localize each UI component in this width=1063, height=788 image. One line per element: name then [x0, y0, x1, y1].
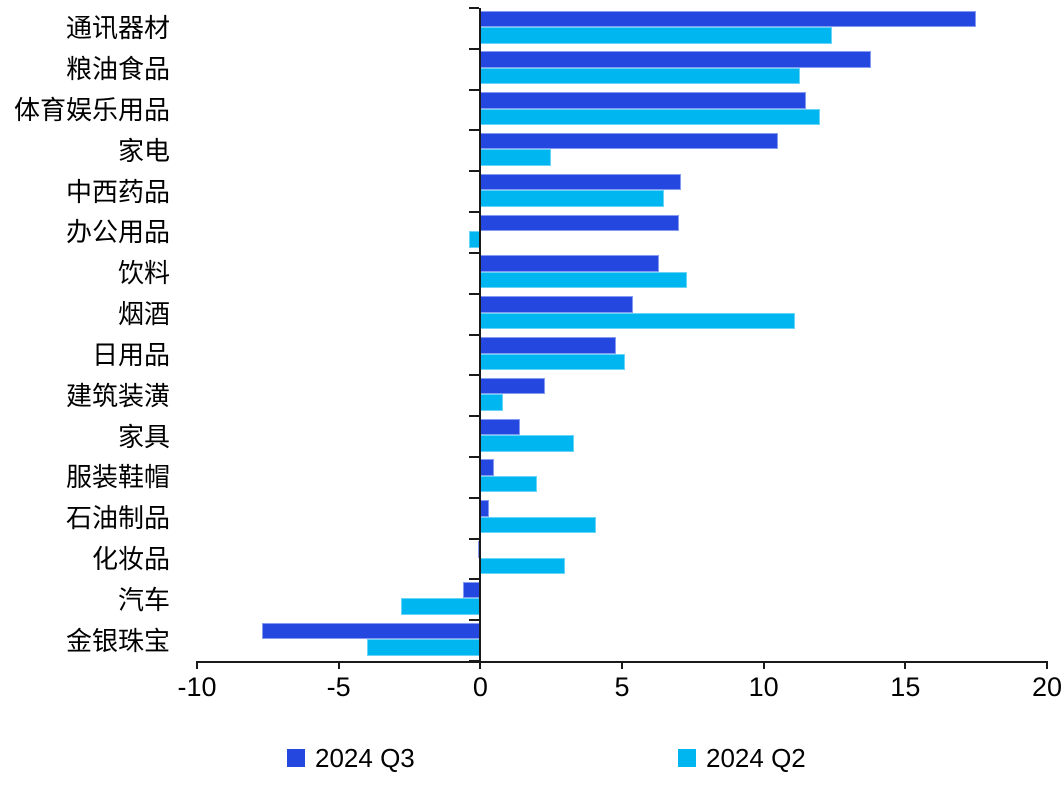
bar-q3-1	[480, 51, 872, 68]
bar-q2-7	[480, 312, 795, 330]
y-axis-line	[479, 8, 482, 661]
y-axis-tick	[469, 578, 480, 581]
bar-q2-1	[480, 67, 801, 85]
bar-q2-14	[401, 598, 481, 615]
bar-q3-2	[480, 92, 807, 109]
x-axis-tick	[196, 661, 198, 669]
legend-item-q3: 2024 Q3	[287, 743, 415, 773]
y-axis-tick	[469, 7, 480, 9]
category-label: 粮油食品	[65, 54, 170, 85]
x-axis-tick-label: 20	[1031, 672, 1063, 702]
y-axis-tick	[469, 333, 480, 336]
bar-q3-5	[480, 214, 679, 232]
category-label: 化妆品	[91, 543, 170, 574]
bar-q3-12	[480, 500, 489, 517]
x-axis-tick-label: 10	[748, 672, 779, 702]
legend-marker-icon	[287, 749, 305, 767]
bar-q3-0	[480, 10, 977, 27]
y-axis-tick	[469, 251, 480, 254]
bar-q2-3	[480, 149, 552, 166]
x-axis-tick	[337, 661, 340, 669]
y-axis-tick	[469, 455, 480, 458]
category-label: 家电	[117, 135, 170, 166]
x-axis-tick	[621, 661, 623, 669]
x-axis-tick-label: -5	[326, 672, 351, 702]
y-axis-tick	[469, 496, 480, 499]
y-axis-tick	[469, 211, 480, 214]
x-axis-tick	[1046, 661, 1048, 669]
bar-q3-7	[480, 296, 634, 313]
bar-q3-3	[480, 132, 778, 150]
bar-q3-11	[480, 459, 495, 476]
category-label: 体育娱乐用品	[13, 95, 170, 126]
bar-q2-13	[480, 557, 566, 575]
y-axis-tick	[469, 537, 480, 540]
y-axis-tick	[469, 170, 480, 173]
bar-q3-10	[480, 418, 520, 436]
y-axis-tick	[469, 374, 480, 377]
legend-item-q2: 2024 Q2	[678, 743, 806, 773]
bar-q3-6	[480, 255, 659, 272]
bar-q2-12	[480, 516, 597, 534]
bar-q3-15	[262, 622, 481, 640]
y-axis-tick	[469, 660, 480, 662]
bar-q2-9	[480, 394, 503, 411]
legend-marker-icon	[678, 749, 696, 767]
x-axis-tick	[762, 661, 765, 669]
x-axis-tick-label: 0	[472, 672, 488, 702]
bar-q2-0	[480, 27, 832, 44]
y-axis-tick	[469, 292, 480, 295]
y-axis-tick	[469, 415, 480, 418]
bar-q2-2	[480, 108, 821, 126]
category-label: 服装鞋帽	[65, 462, 170, 493]
category-label: 家具	[117, 421, 170, 452]
y-axis-tick	[469, 88, 480, 91]
bar-q2-10	[480, 435, 574, 452]
bar-q2-6	[480, 271, 688, 289]
bar-q2-15	[367, 639, 481, 656]
category-label: 办公用品	[65, 217, 170, 248]
legend-label: 2024 Q2	[706, 743, 806, 773]
category-label: 中西药品	[65, 176, 170, 207]
x-axis-tick-label: 15	[890, 672, 921, 702]
bar-q2-4	[480, 190, 665, 207]
category-label: 通讯器材	[65, 13, 170, 44]
category-label: 石油制品	[65, 503, 170, 534]
x-axis-tick-label: 5	[614, 672, 630, 702]
x-axis-tick	[904, 661, 907, 669]
x-axis-tick-label: -10	[177, 672, 217, 702]
y-axis-tick	[469, 619, 480, 622]
bar-q3-14	[463, 581, 481, 599]
category-label: 汽车	[117, 584, 170, 615]
x-axis-tick	[479, 661, 482, 669]
bar-q3-8	[480, 337, 617, 354]
y-axis-tick	[469, 129, 480, 132]
bar-q3-4	[480, 173, 682, 191]
bar-q2-11	[480, 475, 537, 493]
category-label: 建筑装潢	[65, 380, 170, 411]
bar-q2-8	[480, 353, 625, 370]
category-label: 金银珠宝	[65, 625, 170, 656]
legend-label: 2024 Q3	[315, 743, 415, 773]
y-axis-tick	[469, 47, 480, 50]
category-label: 饮料	[117, 258, 170, 289]
bar-q3-9	[480, 377, 546, 395]
category-label: 烟酒	[117, 299, 170, 330]
category-label: 日用品	[91, 339, 170, 370]
